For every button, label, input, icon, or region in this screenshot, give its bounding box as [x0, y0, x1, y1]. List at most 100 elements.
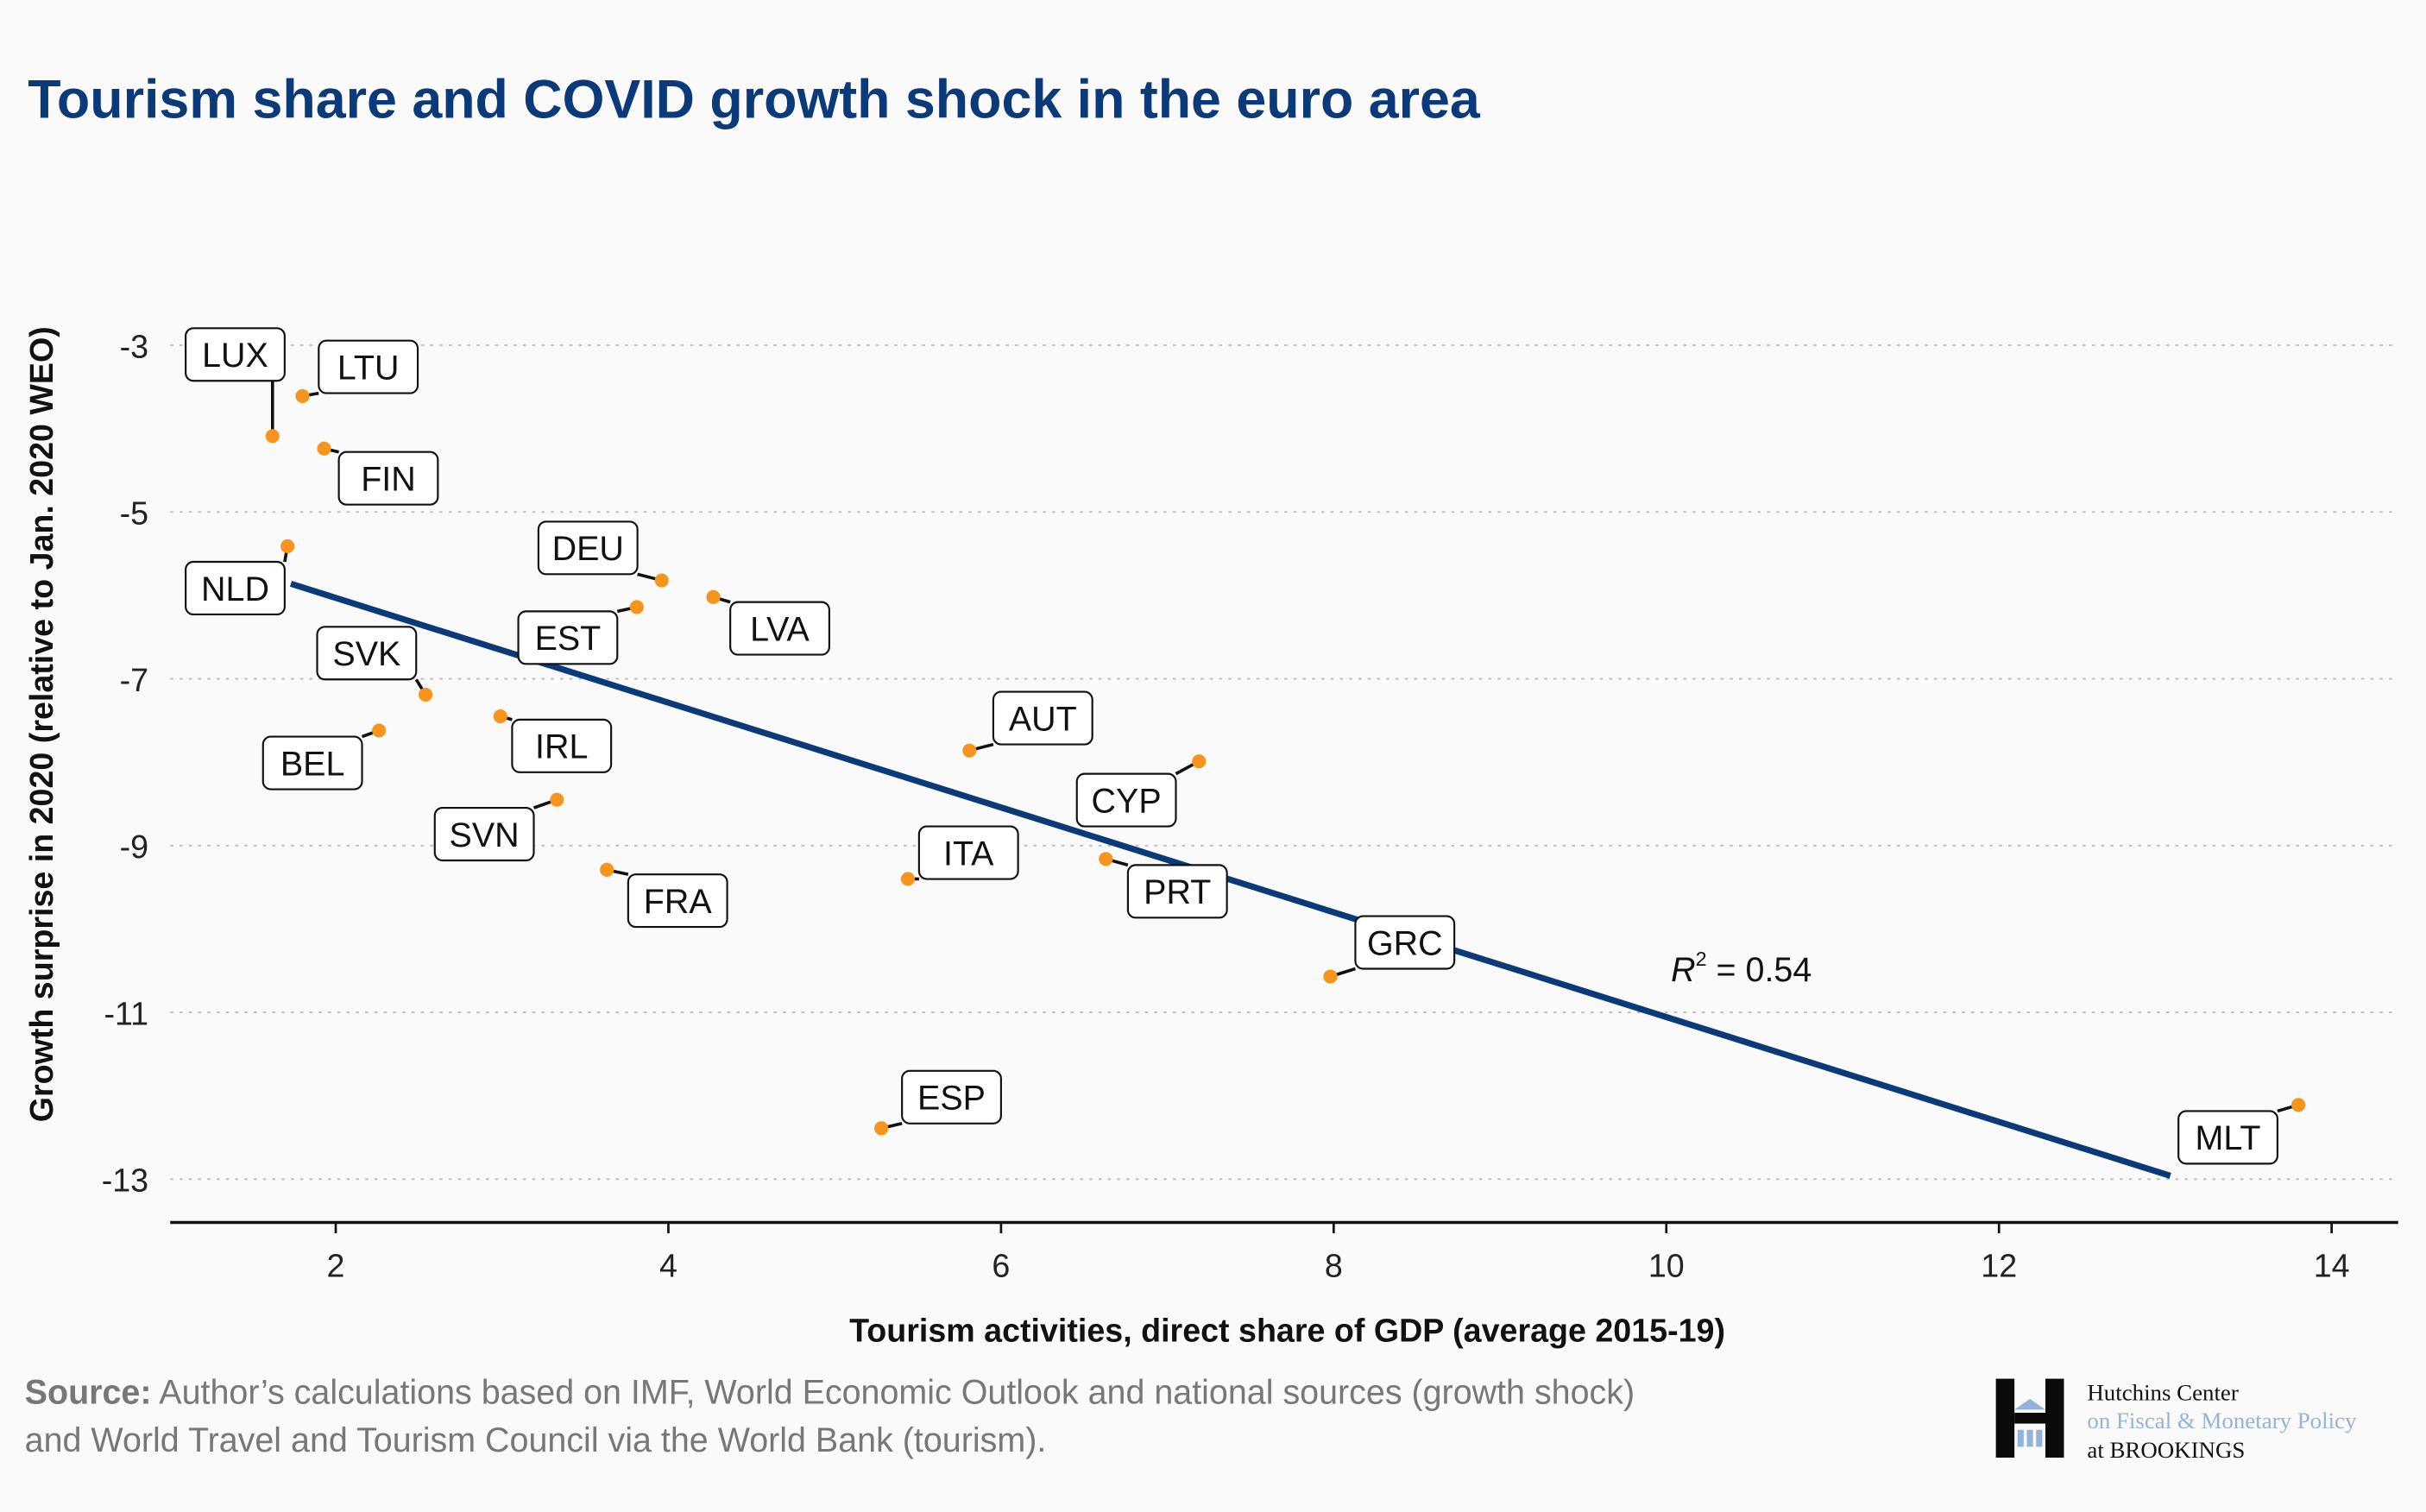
data-point [317, 441, 331, 456]
point-lux: LUX [185, 327, 286, 444]
point-label: BEL [280, 745, 345, 783]
label-box [729, 601, 830, 656]
chart-title: Tourism share and COVID growth shock in … [28, 69, 1481, 129]
data-point [874, 1121, 889, 1136]
point-nld: NLD [185, 539, 295, 616]
point-prt: PRT [1099, 852, 1228, 919]
point-label: AUT [1009, 700, 1077, 738]
point-mlt: MLT [2177, 1098, 2306, 1165]
label-box [433, 806, 535, 862]
y-tick-label: -3 [120, 328, 148, 364]
label-box [2177, 1110, 2278, 1165]
x-tick-label: 14 [2314, 1247, 2350, 1283]
point-fra: FRA [600, 862, 728, 929]
x-tick-label: 10 [1648, 1247, 1685, 1283]
point-svn: SVN [433, 792, 564, 862]
point-label: FRA [644, 883, 713, 921]
x-tick-label: 12 [1981, 1247, 2017, 1283]
y-axis-ticks: -3 -5 -7 -9 -11 -13 [102, 328, 148, 1198]
label-box [1354, 915, 1456, 970]
point-aut: AUT [962, 690, 1093, 758]
source-line-1: Source: Author’s calculations based on I… [25, 1373, 1635, 1411]
point-label: IRL [535, 728, 588, 766]
point-ita: ITA [900, 825, 1019, 886]
label-box [627, 873, 728, 929]
point-fin: FIN [317, 441, 439, 506]
point-label: MLT [2196, 1119, 2261, 1157]
point-label: LUX [202, 337, 268, 375]
y-tick-label: -11 [104, 995, 149, 1031]
point-label: LVA [750, 610, 810, 648]
point-ltu: LTU [295, 339, 419, 404]
label-box [917, 825, 1019, 880]
y-tick-label: -5 [120, 495, 148, 532]
data-point [1323, 969, 1338, 984]
x-axis-ticks: 2 4 6 8 10 12 14 [327, 1222, 2350, 1283]
point-label: EST [535, 620, 602, 658]
label-box [262, 735, 363, 791]
x-axis-label: Tourism activities, direct share of GDP … [849, 1313, 1725, 1349]
logo-line-3: at BROOKINGS [2087, 1437, 2245, 1463]
point-lva: LVA [706, 589, 830, 656]
data-point [295, 388, 310, 404]
hutchins-logo: Hutchins Center on Fiscal & Monetary Pol… [1995, 1378, 2357, 1463]
point-label: FIN [361, 461, 416, 499]
point-label: SVN [450, 816, 520, 854]
point-label: PRT [1144, 873, 1211, 911]
label-box [337, 450, 439, 506]
r-squared-annotation: R2 = 0.54 [1671, 948, 1812, 989]
data-point [550, 792, 564, 807]
label-box [511, 718, 613, 773]
data-point [600, 862, 614, 877]
data-point [372, 723, 387, 738]
label-box [992, 690, 1093, 746]
y-tick-label: -7 [120, 662, 148, 698]
source-line-2: and World Travel and Tourism Council via… [25, 1421, 1047, 1459]
data-point [493, 709, 507, 724]
label-box [185, 560, 286, 616]
point-grc: GRC [1323, 915, 1456, 984]
data-point [419, 687, 433, 702]
x-tick-label: 8 [1325, 1247, 1343, 1283]
data-point [654, 573, 669, 588]
point-irl: IRL [493, 709, 613, 773]
point-svk: SVK [316, 626, 433, 702]
point-label: GRC [1367, 924, 1443, 962]
x-tick-label: 6 [992, 1247, 1010, 1283]
point-deu: DEU [537, 520, 669, 588]
data-point [706, 589, 721, 604]
logo-line-1: Hutchins Center [2087, 1380, 2238, 1406]
point-label: LTU [337, 349, 400, 387]
point-esp: ESP [874, 1069, 1002, 1136]
logo-line-2: on Fiscal & Monetary Policy [2087, 1408, 2357, 1433]
data-point [2291, 1098, 2306, 1112]
data-point [900, 872, 916, 886]
gridlines [170, 344, 2398, 1181]
data-point [962, 743, 977, 758]
data-point [1192, 754, 1207, 769]
label-box [1126, 864, 1228, 919]
data-point [265, 429, 280, 444]
label-box [318, 339, 419, 394]
point-cyp: CYP [1075, 754, 1207, 828]
y-tick-label: -13 [102, 1162, 148, 1199]
point-bel: BEL [262, 723, 387, 791]
x-tick-label: 4 [659, 1247, 677, 1283]
point-label: DEU [552, 530, 624, 568]
point-label: ITA [943, 835, 994, 873]
label-box [901, 1069, 1002, 1125]
label-box [185, 327, 286, 382]
label-box [1075, 772, 1177, 828]
y-tick-label: -9 [120, 828, 148, 865]
point-est: EST [517, 600, 644, 665]
point-label: SVK [332, 635, 400, 673]
trend-line [289, 580, 2171, 1179]
data-point [629, 600, 644, 614]
label-box [517, 610, 619, 665]
x-tick-label: 2 [327, 1247, 345, 1283]
data-points: LUX LTU FIN NLD DEU EST LVA SVK BEL IRL SVN FRA AUT C… [185, 327, 2306, 1165]
label-box [316, 626, 418, 681]
y-axis-label: Growth surprise in 2020 (relative to Jan… [23, 326, 60, 1122]
point-label: ESP [917, 1080, 986, 1118]
